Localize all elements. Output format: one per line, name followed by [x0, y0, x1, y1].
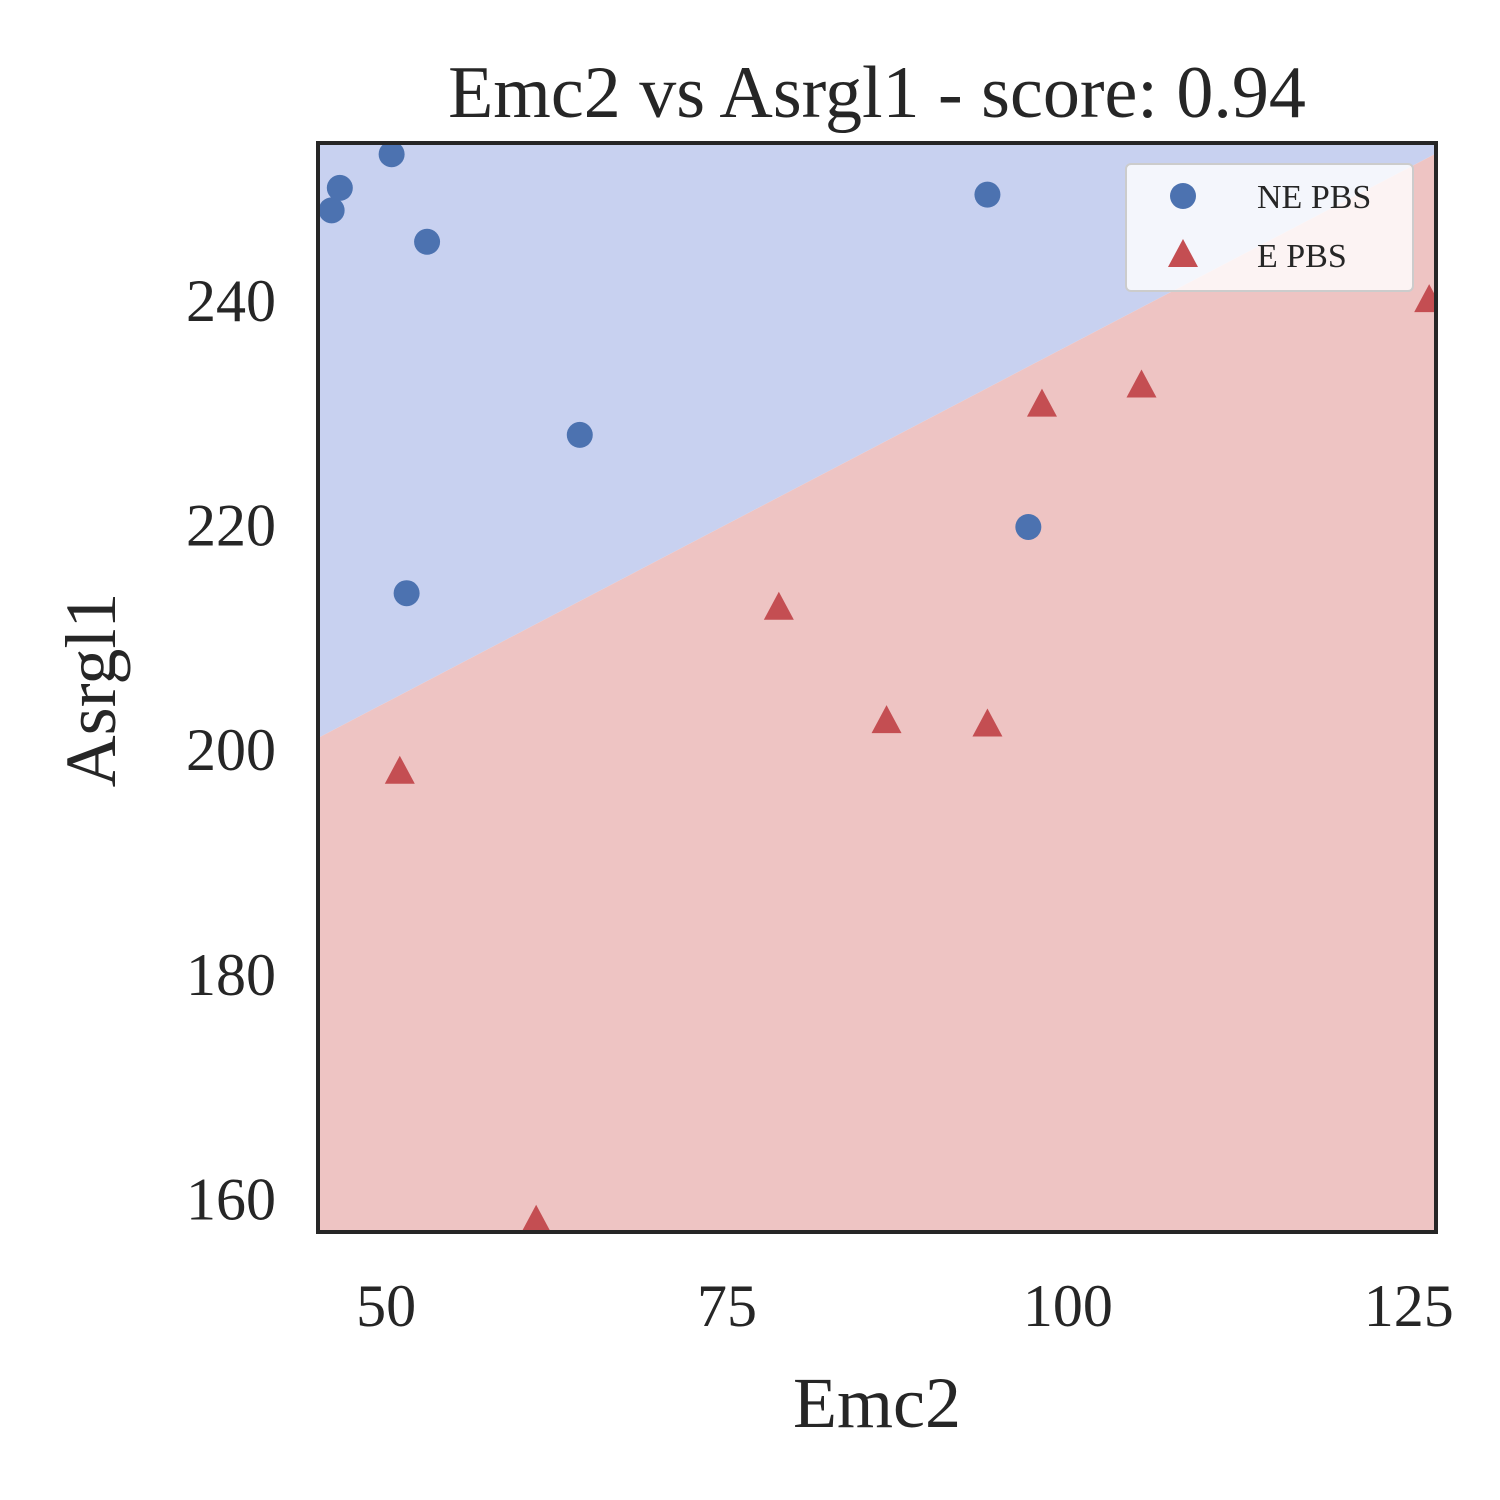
data-point-e-pbs: [763, 591, 794, 620]
data-point-e-pbs: [1126, 369, 1157, 398]
data-point-e-pbs: [1414, 284, 1436, 313]
legend-box: [1125, 163, 1414, 292]
data-point-ne-pbs: [318, 197, 345, 224]
x-tick-label: 100: [1023, 1273, 1113, 1339]
chart-title: Emc2 vs Asrgl1 - score: 0.94: [448, 52, 1306, 134]
plot-area: [318, 143, 1436, 1232]
legend-label: E PBS: [1257, 238, 1347, 275]
plot-frame: [316, 141, 1438, 1234]
x-axis-ticks: 50 75 100 125: [356, 1273, 1454, 1339]
data-point-e-pbs: [1026, 388, 1057, 417]
data-point-e-pbs: [521, 1204, 551, 1232]
x-tick-label: 75: [697, 1273, 757, 1339]
data-point-e-pbs: [384, 755, 415, 784]
data-point-ne-pbs: [393, 580, 420, 607]
y-tick-label: 180: [186, 942, 276, 1008]
legend-label: NE PBS: [1257, 179, 1371, 216]
data-point-e-pbs: [972, 708, 1003, 737]
data-point-ne-pbs: [414, 228, 441, 255]
region-e-pbs: [318, 153, 1436, 1232]
x-tick-label: 50: [356, 1273, 416, 1339]
data-point-ne-pbs: [378, 143, 405, 168]
data-point-ne-pbs: [566, 421, 593, 448]
y-tick-label: 220: [186, 493, 276, 559]
y-axis-ticks: 160 180 200 220 240: [186, 268, 276, 1232]
data-point-ne-pbs: [974, 181, 1001, 208]
data-point-ne-pbs: [326, 174, 353, 201]
y-tick-label: 200: [186, 717, 276, 783]
y-tick-label: 160: [186, 1166, 276, 1232]
x-tick-label: 125: [1364, 1273, 1454, 1339]
data-point-e-pbs: [871, 705, 902, 734]
data-point-ne-pbs: [1015, 513, 1042, 540]
y-axis-label: Asrgl1: [51, 593, 131, 788]
legend: NE PBS E PBS: [1125, 163, 1414, 292]
legend-marker: [1168, 239, 1198, 267]
legend-marker: [1170, 183, 1196, 209]
x-axis-label: Emc2: [793, 1363, 961, 1443]
y-tick-label: 240: [186, 268, 276, 334]
data-marks: [318, 143, 1436, 1232]
